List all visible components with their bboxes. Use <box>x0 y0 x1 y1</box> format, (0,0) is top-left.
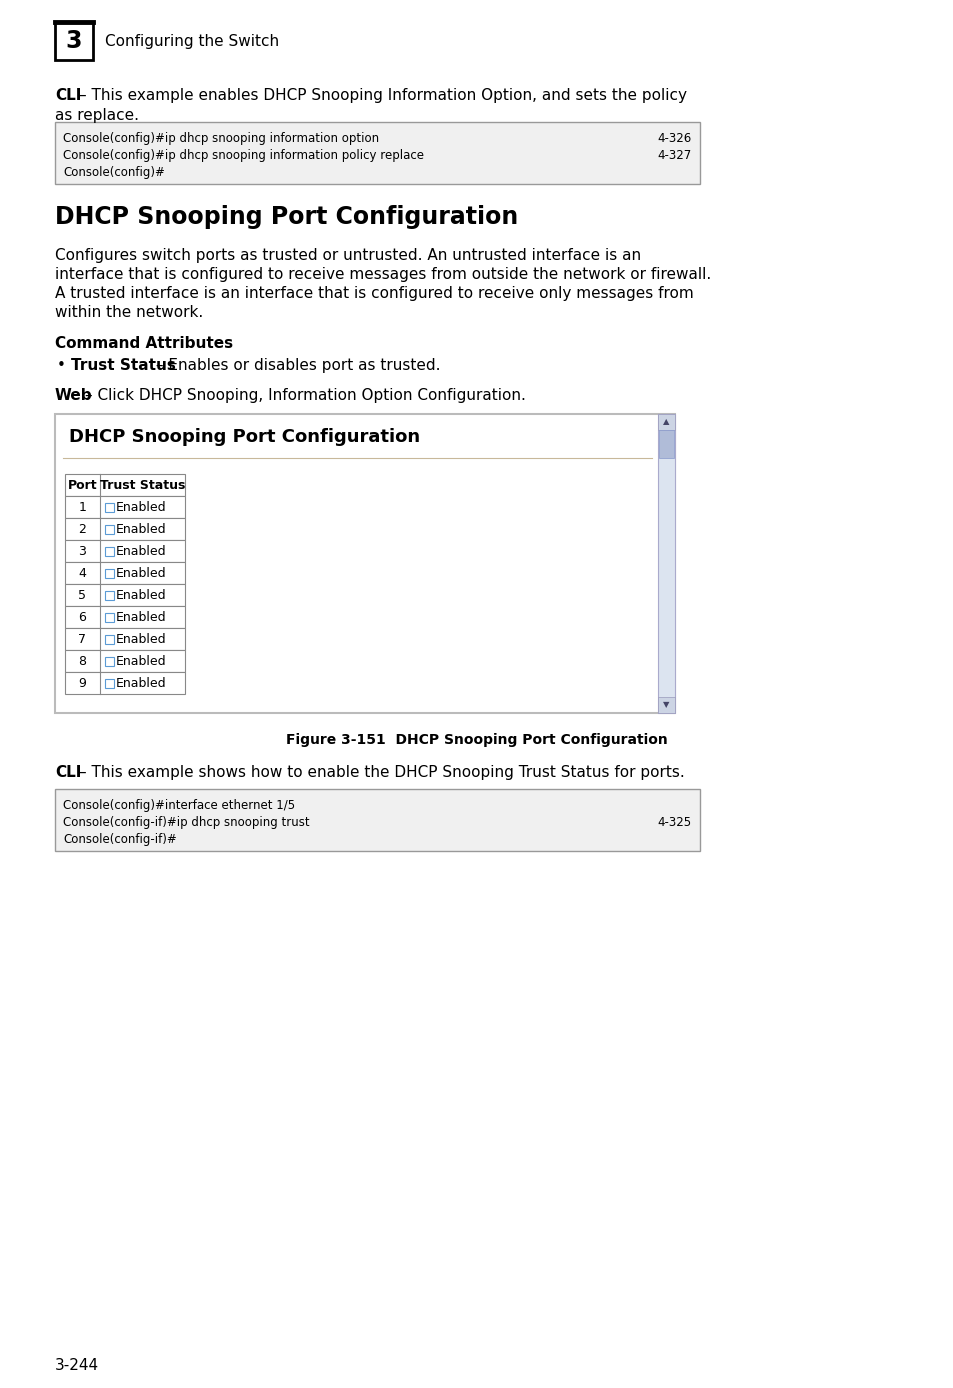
Text: Enabled: Enabled <box>116 566 167 580</box>
Text: 7: 7 <box>78 633 87 645</box>
Text: – This example enables DHCP Snooping Information Option, and sets the policy: – This example enables DHCP Snooping Inf… <box>79 87 686 103</box>
Text: Enabled: Enabled <box>116 544 167 558</box>
Text: 2: 2 <box>78 522 87 536</box>
Text: – This example shows how to enable the DHCP Snooping Trust Status for ports.: – This example shows how to enable the D… <box>79 765 684 780</box>
Bar <box>659 430 673 458</box>
Text: Trust Status: Trust Status <box>100 479 185 491</box>
Text: Port: Port <box>68 479 97 491</box>
Text: Enabled: Enabled <box>116 501 167 514</box>
Bar <box>658 414 675 430</box>
Bar <box>65 650 185 672</box>
Text: DHCP Snooping Port Configuration: DHCP Snooping Port Configuration <box>69 428 419 446</box>
Text: 4-327: 4-327 <box>657 149 691 162</box>
Bar <box>65 473 185 496</box>
Text: •: • <box>57 358 66 373</box>
Text: ▲: ▲ <box>662 418 669 426</box>
Text: Console(config)#ip dhcp snooping information policy replace: Console(config)#ip dhcp snooping informa… <box>63 149 423 162</box>
Text: Console(config-if)#ip dhcp snooping trust: Console(config-if)#ip dhcp snooping trus… <box>63 816 310 829</box>
Text: – Click DHCP Snooping, Information Option Configuration.: – Click DHCP Snooping, Information Optio… <box>85 389 525 403</box>
Bar <box>105 569 113 577</box>
Text: 4-326: 4-326 <box>657 132 691 144</box>
Bar <box>65 672 185 694</box>
Text: as replace.: as replace. <box>55 108 139 124</box>
Text: DHCP Snooping Port Configuration: DHCP Snooping Port Configuration <box>55 205 517 229</box>
Text: 8: 8 <box>78 655 87 668</box>
Bar <box>55 122 700 185</box>
Text: Enabled: Enabled <box>116 589 167 601</box>
Text: 3: 3 <box>66 29 82 53</box>
Text: Command Attributes: Command Attributes <box>55 336 233 351</box>
Text: 5: 5 <box>78 589 87 601</box>
Text: within the network.: within the network. <box>55 305 203 321</box>
Text: ▼: ▼ <box>662 701 669 709</box>
Text: Enabled: Enabled <box>116 676 167 690</box>
Bar <box>55 22 92 60</box>
Bar <box>55 788 700 851</box>
Bar <box>105 612 113 622</box>
Text: Console(config)#interface ethernet 1/5: Console(config)#interface ethernet 1/5 <box>63 799 294 812</box>
Text: 1: 1 <box>78 501 87 514</box>
Text: 4: 4 <box>78 566 87 580</box>
Text: Console(config-if)#: Console(config-if)# <box>63 833 176 847</box>
Bar <box>65 518 185 540</box>
Text: Web: Web <box>55 389 92 403</box>
Text: 9: 9 <box>78 676 87 690</box>
Text: Enabled: Enabled <box>116 522 167 536</box>
Text: Console(config)#: Console(config)# <box>63 167 165 179</box>
Text: Console(config)#ip dhcp snooping information option: Console(config)#ip dhcp snooping informa… <box>63 132 378 144</box>
Text: Trust Status: Trust Status <box>71 358 175 373</box>
Bar <box>105 657 113 665</box>
Text: Enabled: Enabled <box>116 633 167 645</box>
Bar <box>65 540 185 562</box>
Bar <box>105 634 113 644</box>
Text: Enabled: Enabled <box>116 611 167 623</box>
Text: 4-325: 4-325 <box>658 816 691 829</box>
Bar <box>65 496 185 518</box>
Bar <box>658 697 675 713</box>
Bar <box>65 562 185 584</box>
Bar <box>105 590 113 600</box>
Bar <box>55 414 675 713</box>
Text: 3: 3 <box>78 544 87 558</box>
Text: CLI: CLI <box>55 765 81 780</box>
Bar <box>65 607 185 627</box>
Text: 6: 6 <box>78 611 87 623</box>
Text: Configuring the Switch: Configuring the Switch <box>105 33 279 49</box>
Text: A trusted interface is an interface that is configured to receive only messages : A trusted interface is an interface that… <box>55 286 693 301</box>
Bar <box>105 502 113 512</box>
Text: Enabled: Enabled <box>116 655 167 668</box>
Text: interface that is configured to receive messages from outside the network or fir: interface that is configured to receive … <box>55 266 711 282</box>
Text: CLI: CLI <box>55 87 81 103</box>
Bar <box>658 414 675 713</box>
Bar <box>105 547 113 555</box>
Bar <box>65 584 185 607</box>
Bar <box>65 627 185 650</box>
Text: Figure 3-151  DHCP Snooping Port Configuration: Figure 3-151 DHCP Snooping Port Configur… <box>286 733 667 747</box>
Bar <box>105 679 113 687</box>
Text: – Enables or disables port as trusted.: – Enables or disables port as trusted. <box>151 358 440 373</box>
Text: 3-244: 3-244 <box>55 1357 99 1373</box>
Bar <box>105 525 113 533</box>
Text: Configures switch ports as trusted or untrusted. An untrusted interface is an: Configures switch ports as trusted or un… <box>55 248 640 262</box>
